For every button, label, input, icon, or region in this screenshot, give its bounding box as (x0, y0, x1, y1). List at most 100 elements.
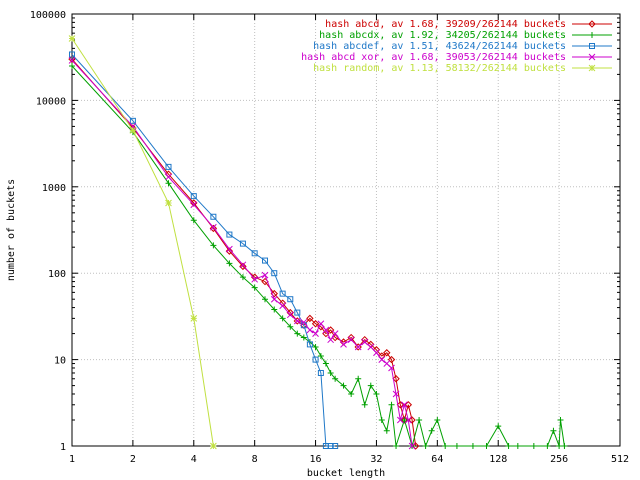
data-point-diamond (347, 333, 355, 342)
data-point-cross (165, 173, 172, 181)
data-point-cross (226, 245, 233, 253)
data-point-plus (505, 443, 512, 449)
data-point-diamond (387, 355, 396, 364)
data-point-plus (69, 63, 75, 70)
data-point-cross (286, 311, 294, 319)
data-point-square (317, 369, 324, 376)
data-point-square (271, 270, 278, 277)
data-point-cross (190, 201, 198, 209)
data-point-square (239, 240, 246, 247)
data-point-plus (300, 334, 307, 341)
data-point-plus (453, 443, 460, 449)
legend-entry-label: hash abcd xor, av 1.68, 39053/262144 buc… (301, 52, 566, 63)
x-tick-label: 16 (310, 454, 322, 465)
data-point-plus (251, 284, 258, 291)
data-point-plus (348, 390, 355, 397)
data-point-plus (332, 375, 339, 382)
data-point-plus (287, 323, 294, 330)
data-point-square (129, 117, 136, 124)
data-point-cross (373, 349, 380, 357)
legend-entry-label: hash abcd, av 1.68, 39209/262144 buckets (325, 19, 566, 30)
y-tick-label: 1 (60, 442, 66, 453)
data-point-cross (312, 330, 319, 337)
x-tick-label: 64 (431, 454, 443, 465)
data-point-plus (544, 443, 551, 449)
data-point-plus (469, 443, 476, 449)
legend-entry-label: hash random, av 1.13, 58132/262144 bucke… (313, 63, 566, 74)
data-point-diamond (326, 326, 335, 334)
x-tick-label: 256 (550, 454, 568, 465)
data-point-diamond (361, 335, 369, 344)
series-2 (69, 63, 568, 449)
data-point-diamond (404, 401, 413, 409)
x-tick-label: 1 (69, 454, 75, 465)
y-tick-label: 100 (48, 269, 66, 280)
legend-entry-label: hash abcdx, av 1.92, 34205/262144 bucket… (319, 30, 566, 41)
data-point-diamond (392, 375, 400, 383)
data-point-plus (393, 443, 400, 449)
data-point-diamond (396, 401, 405, 409)
series-line (71, 60, 413, 447)
data-point-star (129, 127, 137, 134)
data-point-cross (210, 223, 217, 231)
data-point-diamond (311, 320, 320, 328)
x-tick-label: 32 (370, 454, 382, 465)
data-point-plus (561, 443, 568, 449)
x-tick-label: 8 (252, 454, 258, 465)
data-point-square (190, 193, 197, 200)
data-point-cross (270, 295, 278, 303)
data-point-plus (388, 401, 395, 408)
data-point-plus (279, 315, 286, 322)
data-point-cross (401, 401, 408, 409)
data-point-diamond (209, 224, 218, 233)
data-point-cross (327, 336, 335, 344)
data-point-diamond (588, 20, 596, 28)
series-1 (68, 55, 420, 450)
data-point-diamond (306, 314, 314, 323)
data-point-plus (514, 443, 521, 449)
data-point-plus (190, 217, 197, 224)
data-point-star (588, 64, 596, 72)
data-point-diamond (408, 416, 416, 424)
data-point-square (332, 443, 339, 449)
data-point-plus (165, 180, 172, 187)
data-point-plus (557, 416, 564, 423)
data-point-plus (530, 443, 537, 449)
data-point-cross (354, 343, 362, 351)
series-5 (68, 35, 217, 450)
data-point-cross (361, 338, 369, 346)
data-point-plus (294, 330, 301, 337)
data-point-plus (271, 306, 278, 313)
data-point-star (190, 315, 198, 322)
data-point-diamond (225, 247, 234, 255)
data-point-plus (383, 427, 390, 434)
data-point-plus (442, 443, 449, 449)
data-point-diamond (383, 349, 391, 357)
data-point-square (306, 341, 313, 348)
data-point-cross (340, 341, 347, 348)
data-point-cross (396, 416, 404, 424)
data-point-plus (317, 353, 324, 360)
data-point-cross (317, 320, 325, 328)
data-point-plus (401, 416, 408, 423)
series-3 (69, 51, 339, 449)
data-point-plus (378, 416, 385, 423)
series-line (71, 38, 214, 447)
data-point-cross (239, 261, 247, 269)
data-point-cross (68, 57, 76, 64)
series-line (71, 58, 417, 447)
data-point-cross (306, 326, 314, 334)
data-point-plus (226, 260, 233, 267)
data-point-plus (483, 443, 490, 449)
data-point-square (165, 163, 172, 170)
data-point-cross (392, 390, 400, 398)
data-point-plus (355, 375, 362, 382)
legend-entry-label: hash abcdef, av 1.51, 43624/262144 bucke… (313, 41, 566, 52)
plot-frame (71, 13, 621, 447)
data-point-cross (279, 302, 286, 310)
y-tick-label: 10000 (36, 96, 66, 107)
y-tick-label: 10 (54, 356, 66, 367)
data-point-star (165, 199, 172, 207)
data-point-square (251, 250, 258, 257)
